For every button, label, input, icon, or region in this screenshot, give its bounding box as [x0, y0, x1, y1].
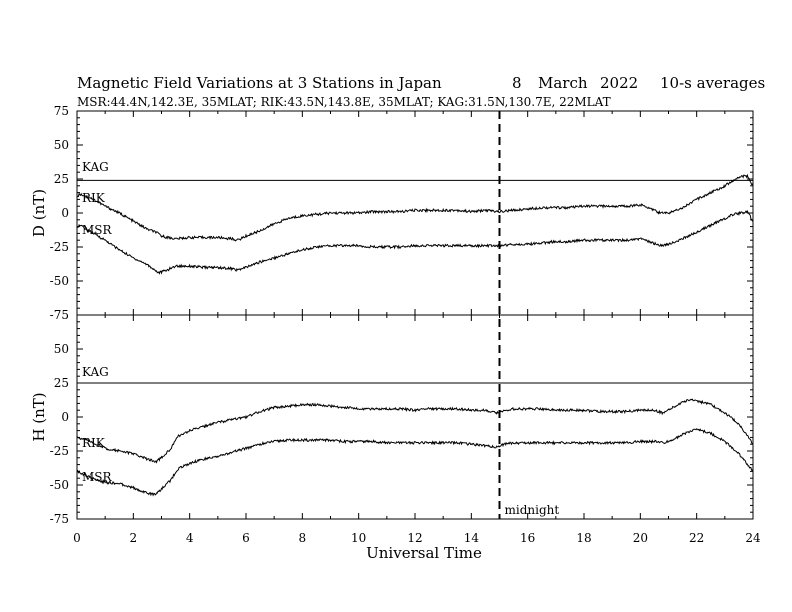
- series-label-rik: RIK: [82, 191, 106, 205]
- x-tick-label: 6: [242, 531, 250, 545]
- series-label-msr: MSR: [82, 223, 113, 237]
- series-label-kag: KAG: [82, 160, 109, 174]
- y-tick-label: -25: [50, 240, 69, 254]
- chart-title-month: March: [538, 74, 588, 92]
- y-tick-label: -50: [50, 274, 69, 288]
- y-tick-label: 25: [54, 172, 69, 186]
- midnight-label: midnight: [505, 503, 560, 517]
- x-tick-label: 18: [576, 531, 591, 545]
- panel-frame: [76, 110, 754, 316]
- panel-h: 50 25 0 -25 -50 -75 H (nT) KAG RIK MSR: [30, 314, 754, 526]
- y-tick-label: -50: [50, 478, 69, 492]
- chart-title-averages: 10-s averages: [660, 74, 765, 92]
- chart-title-day: 8: [512, 74, 522, 92]
- panel-d: 75 50 25 0 -25 -50 -75 D (nT) KAG RIK MSR: [30, 104, 754, 322]
- series-line-msr: [76, 209, 754, 275]
- series-line-msr: [76, 428, 754, 497]
- series-label-rik: RIK: [82, 436, 106, 450]
- x-tick-label: 20: [633, 531, 648, 545]
- chart-title-year: 2022: [600, 74, 638, 92]
- y-tick-label: -75: [50, 512, 69, 526]
- x-tick-label: 4: [186, 531, 194, 545]
- x-axis: 0 2 4 6 8 10 12 14 16 18 20 22 24: [73, 111, 761, 545]
- x-tick-label: 16: [520, 531, 535, 545]
- y-tick-label: -75: [50, 308, 69, 322]
- x-tick-label: 10: [351, 531, 366, 545]
- y-tick-label: 25: [54, 376, 69, 390]
- chart-subtitle-stations: MSR:44.4N,142.3E, 35MLAT; RIK:43.5N,143.…: [77, 95, 611, 109]
- y-tick-label: 50: [54, 138, 69, 152]
- series-line-rik: [76, 173, 754, 242]
- panel-frame: [76, 314, 754, 520]
- x-tick-label: 14: [464, 531, 480, 545]
- y-tick-label: -25: [50, 444, 69, 458]
- y-tick-label: 0: [61, 410, 69, 424]
- x-tick-label: 8: [299, 531, 307, 545]
- midnight-annotation: midnight: [498, 111, 560, 519]
- x-tick-label: 24: [745, 531, 761, 545]
- y-axis-label: H (nT): [30, 392, 48, 441]
- series-label-msr: MSR: [82, 470, 113, 484]
- y-tick-label: 50: [54, 342, 69, 356]
- series-label-kag: KAG: [82, 365, 109, 379]
- x-axis-label: Universal Time: [366, 544, 482, 562]
- y-tick-label: 0: [61, 206, 69, 220]
- y-axis-label: D (nT): [30, 189, 48, 237]
- x-tick-label: 0: [73, 531, 81, 545]
- x-tick-label: 22: [689, 531, 704, 545]
- series-line-rik: [76, 398, 754, 464]
- y-tick-label: 75: [54, 104, 69, 118]
- chart-title: Magnetic Field Variations at 3 Stations …: [77, 74, 442, 92]
- x-tick-label: 12: [407, 531, 422, 545]
- x-tick-label: 2: [130, 531, 138, 545]
